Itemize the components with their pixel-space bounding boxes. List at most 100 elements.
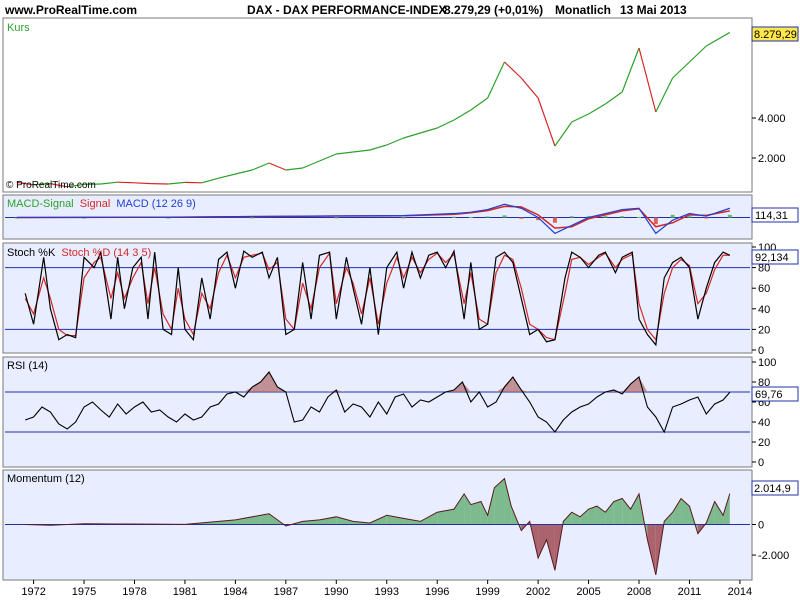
x-tick-label: 1999 (475, 586, 499, 598)
stoch-last-value-box: 92,134 (751, 249, 799, 265)
momentum-area-segment (336, 516, 354, 525)
price-segment (251, 162, 270, 171)
price-segment (537, 97, 556, 147)
macd-histogram-bar (452, 216, 457, 218)
stochastic-panel (2, 242, 753, 354)
macd-histogram-bar (670, 214, 675, 218)
momentum-area-segment (622, 498, 631, 525)
stoch-legend-d: Stoch %D (14 3 5) (61, 247, 151, 259)
price-y-tick-label: 4.000 (758, 113, 786, 125)
macd-last-value: 114,31 (755, 210, 788, 222)
momentum-area-segment (470, 501, 481, 525)
macd-legend-signal: Signal (80, 198, 111, 210)
stoch-last-value: 92,134 (755, 252, 789, 264)
stoch-y-tick-label: 80 (758, 263, 770, 275)
rsi-overbought-fill (243, 387, 253, 392)
price-segment (453, 109, 472, 121)
macd-last-value-box: 114,31 (751, 207, 799, 223)
momentum-area-segment (454, 493, 465, 525)
rsi-overbought-fill (252, 382, 261, 392)
price-segment (470, 97, 489, 111)
price-segment (621, 47, 640, 93)
x-tick-label: 2011 (678, 586, 702, 598)
momentum-area-segment (580, 509, 589, 525)
price-segment (638, 47, 657, 113)
momentum-area-segment (723, 493, 730, 525)
watermark: © ProRealTime.com (6, 180, 96, 191)
instrument-name: DAX - DAX PERFORMANCE-INDEX (247, 3, 446, 17)
x-tick-label: 1975 (72, 586, 96, 598)
macd-histogram-bar (687, 216, 692, 218)
macd-line (16, 203, 731, 235)
momentum-area-segment (403, 518, 421, 525)
price-segment (100, 181, 118, 185)
macd-legend-macd: MACD (12 26 9) (116, 198, 195, 210)
price-plot: 2.000 4.000 (16, 31, 786, 188)
momentum-area-segment (672, 498, 682, 525)
price-segment (16, 181, 34, 186)
rsi-overbought-fill (336, 390, 345, 392)
momentum-panel-label: Momentum (12) (7, 473, 85, 485)
momentum-line (25, 477, 731, 576)
macd-histogram-bar (334, 217, 339, 219)
price-segment (487, 61, 506, 99)
stoch-y-tick-label: 0 (758, 345, 764, 357)
stoch-k-line (24, 249, 731, 347)
price-segment (689, 45, 707, 63)
momentum-panel (2, 469, 753, 581)
macd-histogram-bar (485, 216, 490, 218)
x-tick-label: 1978 (122, 586, 146, 598)
site-url[interactable]: www.ProRealTime.com (4, 3, 137, 17)
price-panel (2, 17, 753, 193)
momentum-area-segment (605, 501, 614, 525)
price-segment (403, 132, 421, 139)
price-segment (117, 181, 135, 184)
momentum-area-segment (235, 515, 261, 525)
x-tick-label: 2002 (526, 586, 550, 598)
price-segment (319, 153, 337, 162)
price-segment (268, 162, 287, 171)
price-segment (369, 144, 387, 151)
momentum-area-segment (689, 506, 698, 534)
price-segment (218, 173, 236, 179)
momentum-area-segment (480, 501, 488, 525)
price-segment (235, 169, 253, 175)
rsi-panel-label: RSI (14) (7, 360, 48, 372)
price-segment (436, 119, 455, 129)
rsi-last-value: 69,76 (755, 389, 783, 401)
momentum-area-segment (613, 498, 623, 525)
price-segment (655, 77, 674, 113)
price-y-tick-label: 2.000 (758, 153, 786, 165)
macd-histogram-bar (166, 217, 171, 219)
momentum-area-segment (647, 524, 656, 575)
price-segment (302, 160, 320, 169)
momentum-area-segment (714, 501, 724, 525)
price-segment (705, 31, 731, 47)
x-axis: 1972 1975 1978 1981 1984 1987 1990 1993 1996 1999… (21, 580, 752, 598)
rsi-panel (2, 356, 753, 468)
x-tick-label: 2008 (627, 586, 651, 598)
price-segment (33, 183, 51, 186)
price-segment (353, 149, 371, 153)
price-segment (520, 77, 539, 99)
momentum-last-value: 2.014,9 (754, 483, 791, 495)
macd-histogram-bar (603, 216, 608, 218)
price-segment (67, 183, 85, 188)
macd-histogram-bar (727, 214, 732, 218)
stochastic-panel-label: Stoch %K Stoch %D (14 3 5) (7, 247, 151, 259)
price-last-value-box: 8.279,29 (751, 26, 799, 42)
macd-histogram-bar (502, 215, 507, 218)
price-segment (50, 183, 68, 188)
price-segment (504, 61, 522, 79)
momentum-area-segment (420, 512, 438, 525)
momentum-area-segment (681, 498, 690, 525)
momentum-area-segment (437, 509, 455, 525)
price-segment (201, 177, 219, 184)
momentum-area-segment (630, 493, 640, 525)
momentum-area-segment (260, 513, 270, 525)
rsi-y-tick-label: 40 (758, 417, 770, 429)
momentum-area-segment (319, 516, 337, 525)
price-segment (420, 127, 438, 134)
momentum-y-tick-label: -2.000 (758, 550, 789, 562)
